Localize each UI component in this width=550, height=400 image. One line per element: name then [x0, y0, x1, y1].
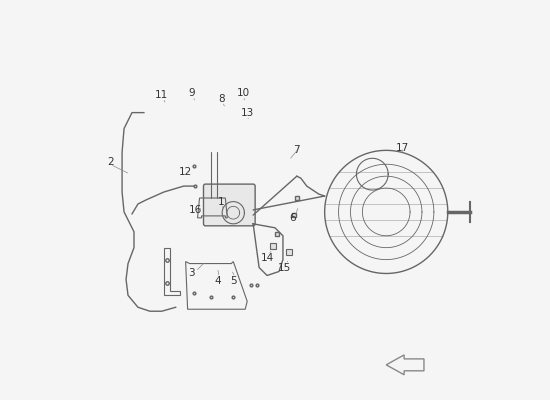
- FancyBboxPatch shape: [204, 184, 255, 226]
- Text: 16: 16: [189, 205, 202, 215]
- Text: 15: 15: [278, 262, 292, 272]
- Text: 7: 7: [294, 145, 300, 155]
- Text: 5: 5: [230, 276, 236, 286]
- Text: 6: 6: [289, 213, 296, 223]
- Text: 13: 13: [240, 108, 254, 118]
- Text: 1: 1: [218, 197, 225, 207]
- Text: 10: 10: [236, 88, 250, 98]
- Text: 4: 4: [214, 276, 221, 286]
- Text: 17: 17: [395, 143, 409, 153]
- Text: 3: 3: [188, 268, 195, 278]
- Text: 2: 2: [107, 157, 113, 167]
- Text: 11: 11: [155, 90, 168, 100]
- Text: 8: 8: [218, 94, 225, 104]
- Text: 14: 14: [261, 252, 274, 262]
- Text: 12: 12: [179, 167, 192, 177]
- Text: 9: 9: [188, 88, 195, 98]
